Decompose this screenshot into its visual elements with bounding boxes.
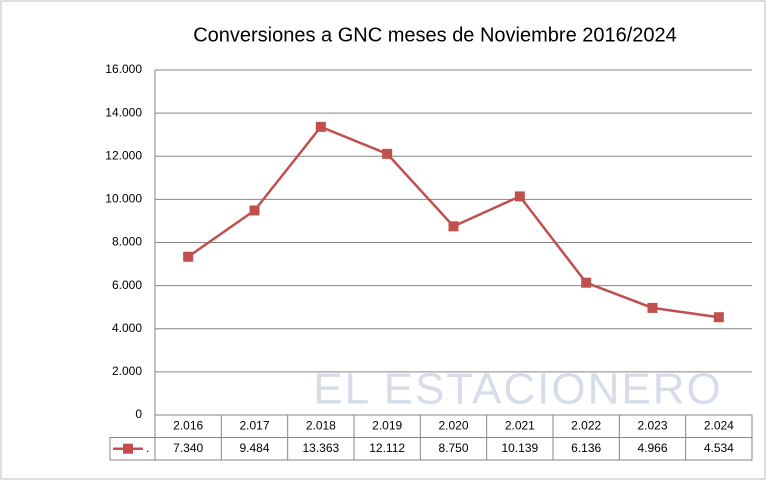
legend-label: . [146, 441, 149, 455]
x-tick-label: 2.018 [306, 418, 336, 432]
y-tick-label: 8.000 [112, 235, 142, 249]
y-tick-label: 14.000 [105, 105, 142, 119]
table-value: 4.534 [704, 441, 734, 455]
table-value: 7.340 [173, 441, 203, 455]
y-tick-label: 16.000 [105, 62, 142, 76]
legend-cell [109, 437, 156, 461]
point-marker [448, 221, 459, 232]
x-tick-label: 2.023 [637, 418, 667, 432]
point-marker [713, 312, 724, 323]
table-value: 6.136 [571, 441, 601, 455]
table-value: 8.750 [438, 441, 468, 455]
point-marker [249, 205, 260, 216]
table-value: 4.966 [637, 441, 667, 455]
y-tick-label: 10.000 [105, 192, 142, 206]
y-tick-label: 2.000 [112, 364, 142, 378]
y-tick-label: 0 [135, 407, 142, 421]
y-tick-label: 12.000 [105, 148, 142, 162]
point-marker [647, 302, 658, 313]
watermark: EL ESTACIONERO [313, 365, 722, 414]
table-value: 9.484 [239, 441, 269, 455]
x-tick-label: 2.024 [704, 418, 734, 432]
table-value: 12.112 [369, 441, 405, 455]
table-value: 10.139 [501, 441, 538, 455]
x-tick-label: 2.020 [438, 418, 468, 432]
table-value: 13.363 [302, 441, 339, 455]
point-marker [581, 277, 592, 288]
x-tick-label: 2.017 [239, 418, 269, 432]
x-tick-label: 2.022 [571, 418, 601, 432]
chart-title: Conversiones a GNC meses de Noviembre 20… [193, 24, 677, 46]
legend-marker [123, 443, 133, 454]
x-tick-label: 2.021 [505, 418, 535, 432]
point-marker [315, 121, 326, 132]
point-marker [514, 191, 525, 202]
y-tick-label: 6.000 [112, 278, 142, 292]
x-tick-label: 2.019 [372, 418, 402, 432]
x-tick-label: 2.016 [173, 418, 203, 432]
y-tick-label: 4.000 [112, 321, 142, 335]
point-marker [382, 148, 393, 159]
point-marker [183, 251, 194, 262]
